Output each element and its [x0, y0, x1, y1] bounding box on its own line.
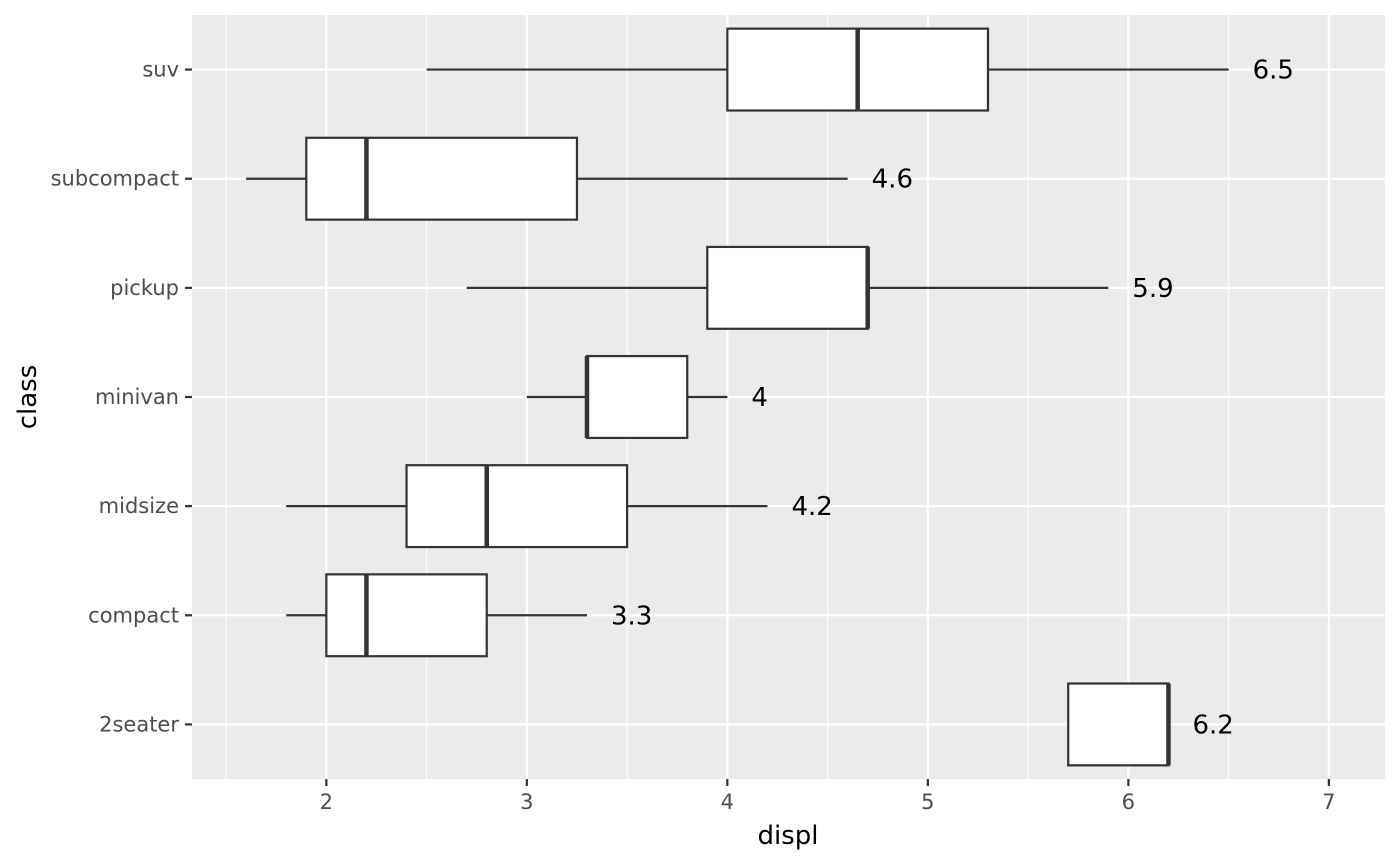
y-tick-label: midsize: [99, 494, 179, 518]
data-label-suv: 6.5: [1253, 56, 1294, 86]
box-subcompact: [246, 136, 848, 221]
box-iqr: [325, 573, 488, 658]
box-2seater: [1067, 682, 1171, 767]
data-label-subcompact: 4.6: [872, 165, 913, 195]
x-tick-label: 2: [320, 790, 333, 814]
data-label-minivan: 4: [751, 383, 768, 413]
box-compact: [286, 573, 587, 658]
x-tick-label: 3: [520, 790, 533, 814]
y-tick-label: pickup: [110, 276, 179, 300]
y-tick-label: 2seater: [99, 712, 179, 736]
y-axis: 2seater compact midsize minivan pickup subcom…: [51, 58, 192, 736]
box-midsize: [286, 464, 768, 549]
x-tick-label: 6: [1122, 790, 1135, 814]
y-tick-label: compact: [88, 603, 179, 627]
box-iqr: [305, 136, 579, 221]
data-label-compact: 3.3: [611, 601, 652, 631]
y-axis-title: class: [13, 365, 43, 430]
data-label-midsize: 4.2: [791, 492, 832, 522]
box-iqr: [585, 354, 689, 440]
y-tick-label: suv: [142, 58, 179, 82]
data-label-2seater: 6.2: [1192, 710, 1233, 740]
x-axis-title: displ: [757, 821, 818, 851]
box-iqr: [1067, 682, 1170, 767]
x-tick-label: 7: [1322, 790, 1335, 814]
box-suv: [426, 27, 1229, 112]
x-tick-label: 4: [721, 790, 734, 814]
data-labels-layer: 6.2 3.3 4.2 4 5.9 4.6 6.5: [611, 56, 1294, 741]
box-iqr: [706, 245, 869, 330]
y-tick-label: subcompact: [51, 167, 179, 191]
box-pickup: [466, 245, 1109, 330]
box-iqr: [405, 464, 629, 549]
box-minivan: [526, 354, 728, 440]
boxes-layer: [246, 27, 1229, 767]
x-tick-label: 5: [921, 790, 934, 814]
x-axis: 2 3 4 5 6 7: [320, 779, 1336, 814]
y-tick-label: minivan: [95, 385, 179, 409]
data-label-pickup: 5.9: [1132, 274, 1173, 304]
